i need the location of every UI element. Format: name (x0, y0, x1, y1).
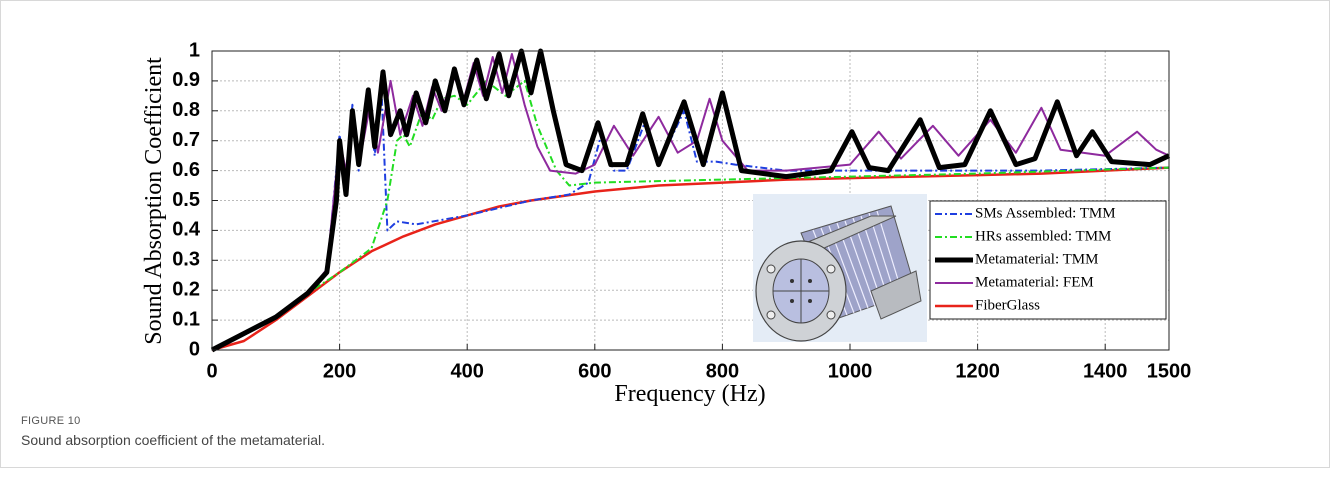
y-axis-label: Sound Absorption Coefficient (141, 57, 167, 345)
x-tick-label: 0 (206, 360, 217, 382)
x-tick-label: 1200 (955, 360, 1000, 382)
x-tick-label: 400 (451, 360, 484, 382)
figure: 0 0.1 0.2 0.3 0.4 0.5 0.6 0.7 0.8 0.9 1 0 200 400 600 8… (0, 0, 1330, 468)
x-tick-label: 800 (706, 360, 739, 382)
legend-label: HRs assembled: TMM (975, 228, 1111, 244)
y-tick-label: 0.1 (172, 308, 200, 330)
legend: SMs Assembled: TMM HRs assembled: TMM Meta… (930, 201, 1166, 319)
y-tick-label: 0.7 (172, 129, 200, 151)
x-tick-label: 600 (578, 360, 611, 382)
y-tick-label: 0.9 (172, 69, 200, 91)
x-tick-label: 1000 (828, 360, 873, 382)
x-axis-label: Frequency (Hz) (614, 381, 765, 407)
y-tick-label: 0.2 (172, 278, 200, 300)
x-tick-label: 1500 (1147, 360, 1192, 382)
y-tick-label: 0.3 (172, 249, 200, 271)
legend-label: Metamaterial: TMM (975, 251, 1098, 267)
y-tick-label: 0 (189, 338, 200, 360)
figure-label: FIGURE 10 (21, 415, 81, 427)
legend-label: SMs Assembled: TMM (975, 205, 1116, 221)
x-tick-label: 200 (323, 360, 356, 382)
x-tick-label: 1400 (1083, 360, 1128, 382)
chart: 0 0.1 0.2 0.3 0.4 0.5 0.6 0.7 0.8 0.9 1 0 200 400 600 8… (1, 1, 1329, 411)
legend-label: FiberGlass (975, 297, 1040, 313)
y-tick-label: 0.8 (172, 99, 200, 121)
caption: Sound absorption coefficient of the meta… (21, 432, 325, 448)
y-tick-label: 1 (189, 39, 200, 61)
y-tick-label: 0.6 (172, 159, 200, 181)
y-tick-label: 0.4 (172, 219, 201, 241)
y-tick-label: 0.5 (172, 189, 200, 211)
legend-label: Metamaterial: FEM (975, 274, 1094, 290)
inset-illustration (753, 194, 927, 342)
